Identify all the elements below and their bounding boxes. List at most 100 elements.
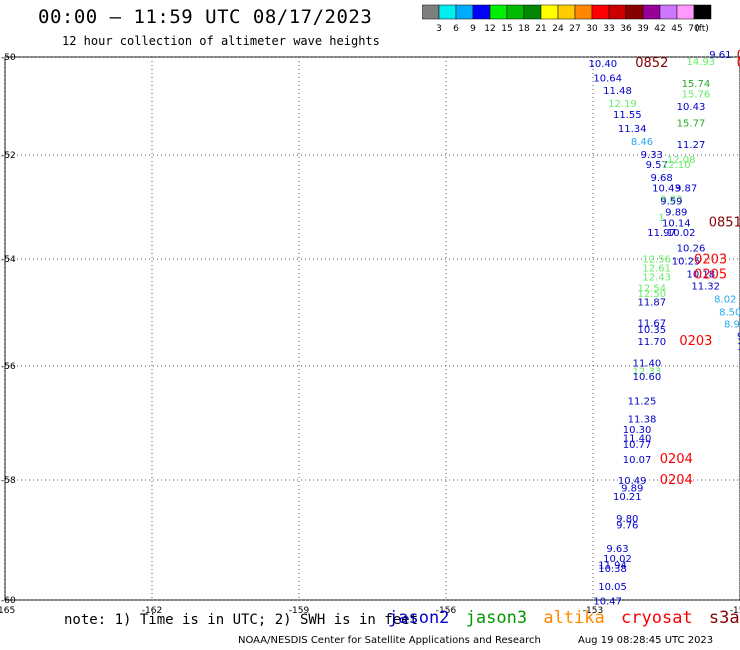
wave-height-label: 11.55: [613, 110, 642, 121]
pass-time-label: 0851: [709, 215, 740, 230]
colorbar-label: 12: [484, 24, 495, 34]
wave-height-label: 10: [739, 353, 740, 364]
colorbar-label: 30: [586, 24, 598, 34]
wave-height-label: 10.25: [672, 256, 701, 267]
wave-height-label: 9.80: [616, 514, 638, 525]
wave-height-label: 15.76: [682, 90, 711, 101]
map-title: 00:00 – 11:59 UTC 08/17/2023: [38, 6, 373, 28]
wave-height-label: 8.46: [631, 137, 653, 148]
wave-height-label: 12.19: [608, 99, 637, 110]
legend-jason2: jason2: [388, 608, 450, 628]
colorbar-label: 6: [453, 24, 459, 34]
wave-height-label: 9.57: [646, 160, 668, 171]
pass-time-label: 0204: [660, 452, 693, 467]
colorbar-label: 70: [688, 24, 700, 34]
colorbar-label: 3: [436, 24, 442, 34]
satellite-legend: jason2 jason3 altika cryosat s3a: [388, 608, 740, 628]
wave-height-label: 11.40: [623, 433, 652, 444]
wave-height-label: 11.32: [691, 281, 720, 292]
wave-height-label: 11.38: [628, 414, 657, 425]
wave-height-label: 10.47: [593, 596, 622, 607]
colorbar-label: 33: [603, 24, 614, 34]
wave-height-label: 12.10: [662, 160, 691, 171]
colorbar-label: 39: [637, 24, 649, 34]
pass-time-label: 02: [737, 56, 740, 71]
wave-height-label: 9.89: [621, 483, 643, 494]
wave-height-label: 10.64: [593, 73, 622, 84]
latitude-tick-label: -56: [1, 362, 16, 372]
footnote: note: 1) Time is in UTC; 2) SWH is in fe…: [64, 612, 419, 628]
latitude-tick-label: -52: [1, 151, 16, 161]
colorbar-unit: (ft): [695, 24, 709, 34]
wave-height-label: 12.56: [642, 254, 671, 265]
colorbar-label: 42: [654, 24, 665, 34]
wave-height-label: 10.77: [623, 440, 652, 451]
wave-height-label: 10.35: [637, 325, 666, 336]
latitude-tick-label: -60: [1, 596, 16, 606]
wave-height-label: 10.05: [598, 582, 627, 593]
wave-height-label: 15.74: [682, 79, 711, 90]
longitude-tick-label: -153: [583, 606, 603, 616]
longitude-tick-label: -162: [142, 606, 162, 616]
wave-height-label: 11.70: [637, 337, 666, 348]
wave-height-label: 12.43: [642, 273, 671, 284]
wave-height-label: 9.61: [709, 50, 731, 61]
wave-height-label: 11.67: [637, 318, 666, 329]
wave-height-label: 10.43: [652, 184, 681, 195]
wave-height-label: 15.77: [677, 119, 706, 130]
longitude-tick-label: -156: [436, 606, 457, 616]
pass-time-label: 0852: [635, 56, 668, 71]
wave-height-label: 10.: [737, 342, 740, 353]
wave-height-label: 14.93: [686, 57, 715, 68]
colorbar-label: 24: [552, 24, 564, 34]
wave-height-label: 10.21: [613, 492, 642, 503]
wave-height-label: 11.40: [633, 359, 662, 370]
wave-height-label: 12.33: [633, 367, 662, 378]
wave-height-label: 12.61: [642, 263, 671, 274]
credit-text: NOAA/NESDIS Center for Satellite Applica…: [238, 635, 541, 646]
generated-timestamp: Aug 19 08:28:45 UTC 2023: [578, 635, 714, 646]
colorbar-swatch: [693, 4, 712, 20]
longitude-tick-label: -150: [730, 606, 740, 616]
wave-height-label: 10.02: [603, 554, 632, 565]
wave-height-label: 9.59: [660, 197, 682, 208]
colorbar-label: 21: [535, 24, 546, 34]
colorbar-label: 27: [569, 24, 580, 34]
wave-height-label: 10.26: [677, 243, 706, 254]
wave-height-label: 10.18: [686, 269, 715, 280]
wave-height-label: 10.14: [662, 218, 691, 229]
legend-s3a: s3a: [708, 608, 740, 628]
wave-height-label: 10.02: [667, 228, 696, 239]
wave-height-label: 9.33: [641, 150, 663, 161]
wave-height-label: 11.87: [637, 298, 666, 309]
wave-height-label: 8.50: [719, 307, 740, 318]
legend-altika: altika: [543, 608, 605, 628]
wave-height-label: 11.25: [628, 397, 657, 408]
wave-height-label: 9.76: [616, 520, 638, 531]
pass-time-label: 0204: [660, 473, 693, 488]
legend-cryosat: cryosat: [621, 608, 693, 628]
wave-height-label: 9.6: [737, 331, 740, 342]
wave-height-label: 11.27: [677, 140, 706, 151]
colorbar-label: 45: [671, 24, 682, 34]
wave-height-label: 11.94: [598, 561, 627, 572]
map-subtitle: 12 hour collection of altimeter wave hei…: [62, 34, 380, 48]
wave-height-label: 12.54: [637, 284, 666, 295]
wave-height-label: 11.34: [618, 124, 647, 135]
pass-time-label: 0203: [679, 334, 712, 349]
colorbar-label: 36: [620, 24, 632, 34]
legend-jason3: jason3: [465, 608, 528, 628]
color-scale-legend: 3 6 9 12 15 18 21 24 27 30 33 36 39 42 45 70(ft): [422, 4, 712, 34]
wave-height-label: 10.43: [677, 102, 706, 113]
latitude-tick-label: -58: [1, 476, 16, 486]
wave-height-label: 12.08: [667, 155, 696, 166]
wave-height-label: 9.63: [606, 544, 628, 555]
colorbar-label: 9: [470, 24, 476, 34]
wave-height-label: 10.30: [623, 425, 652, 436]
wave-height-label: 10.60: [633, 372, 662, 383]
wave-height-label: 10.49: [618, 476, 647, 487]
wave-height-label: 9.87: [675, 184, 697, 195]
wave-height-label: 10.38: [598, 564, 627, 575]
pass-time-label: 0205: [694, 268, 727, 283]
